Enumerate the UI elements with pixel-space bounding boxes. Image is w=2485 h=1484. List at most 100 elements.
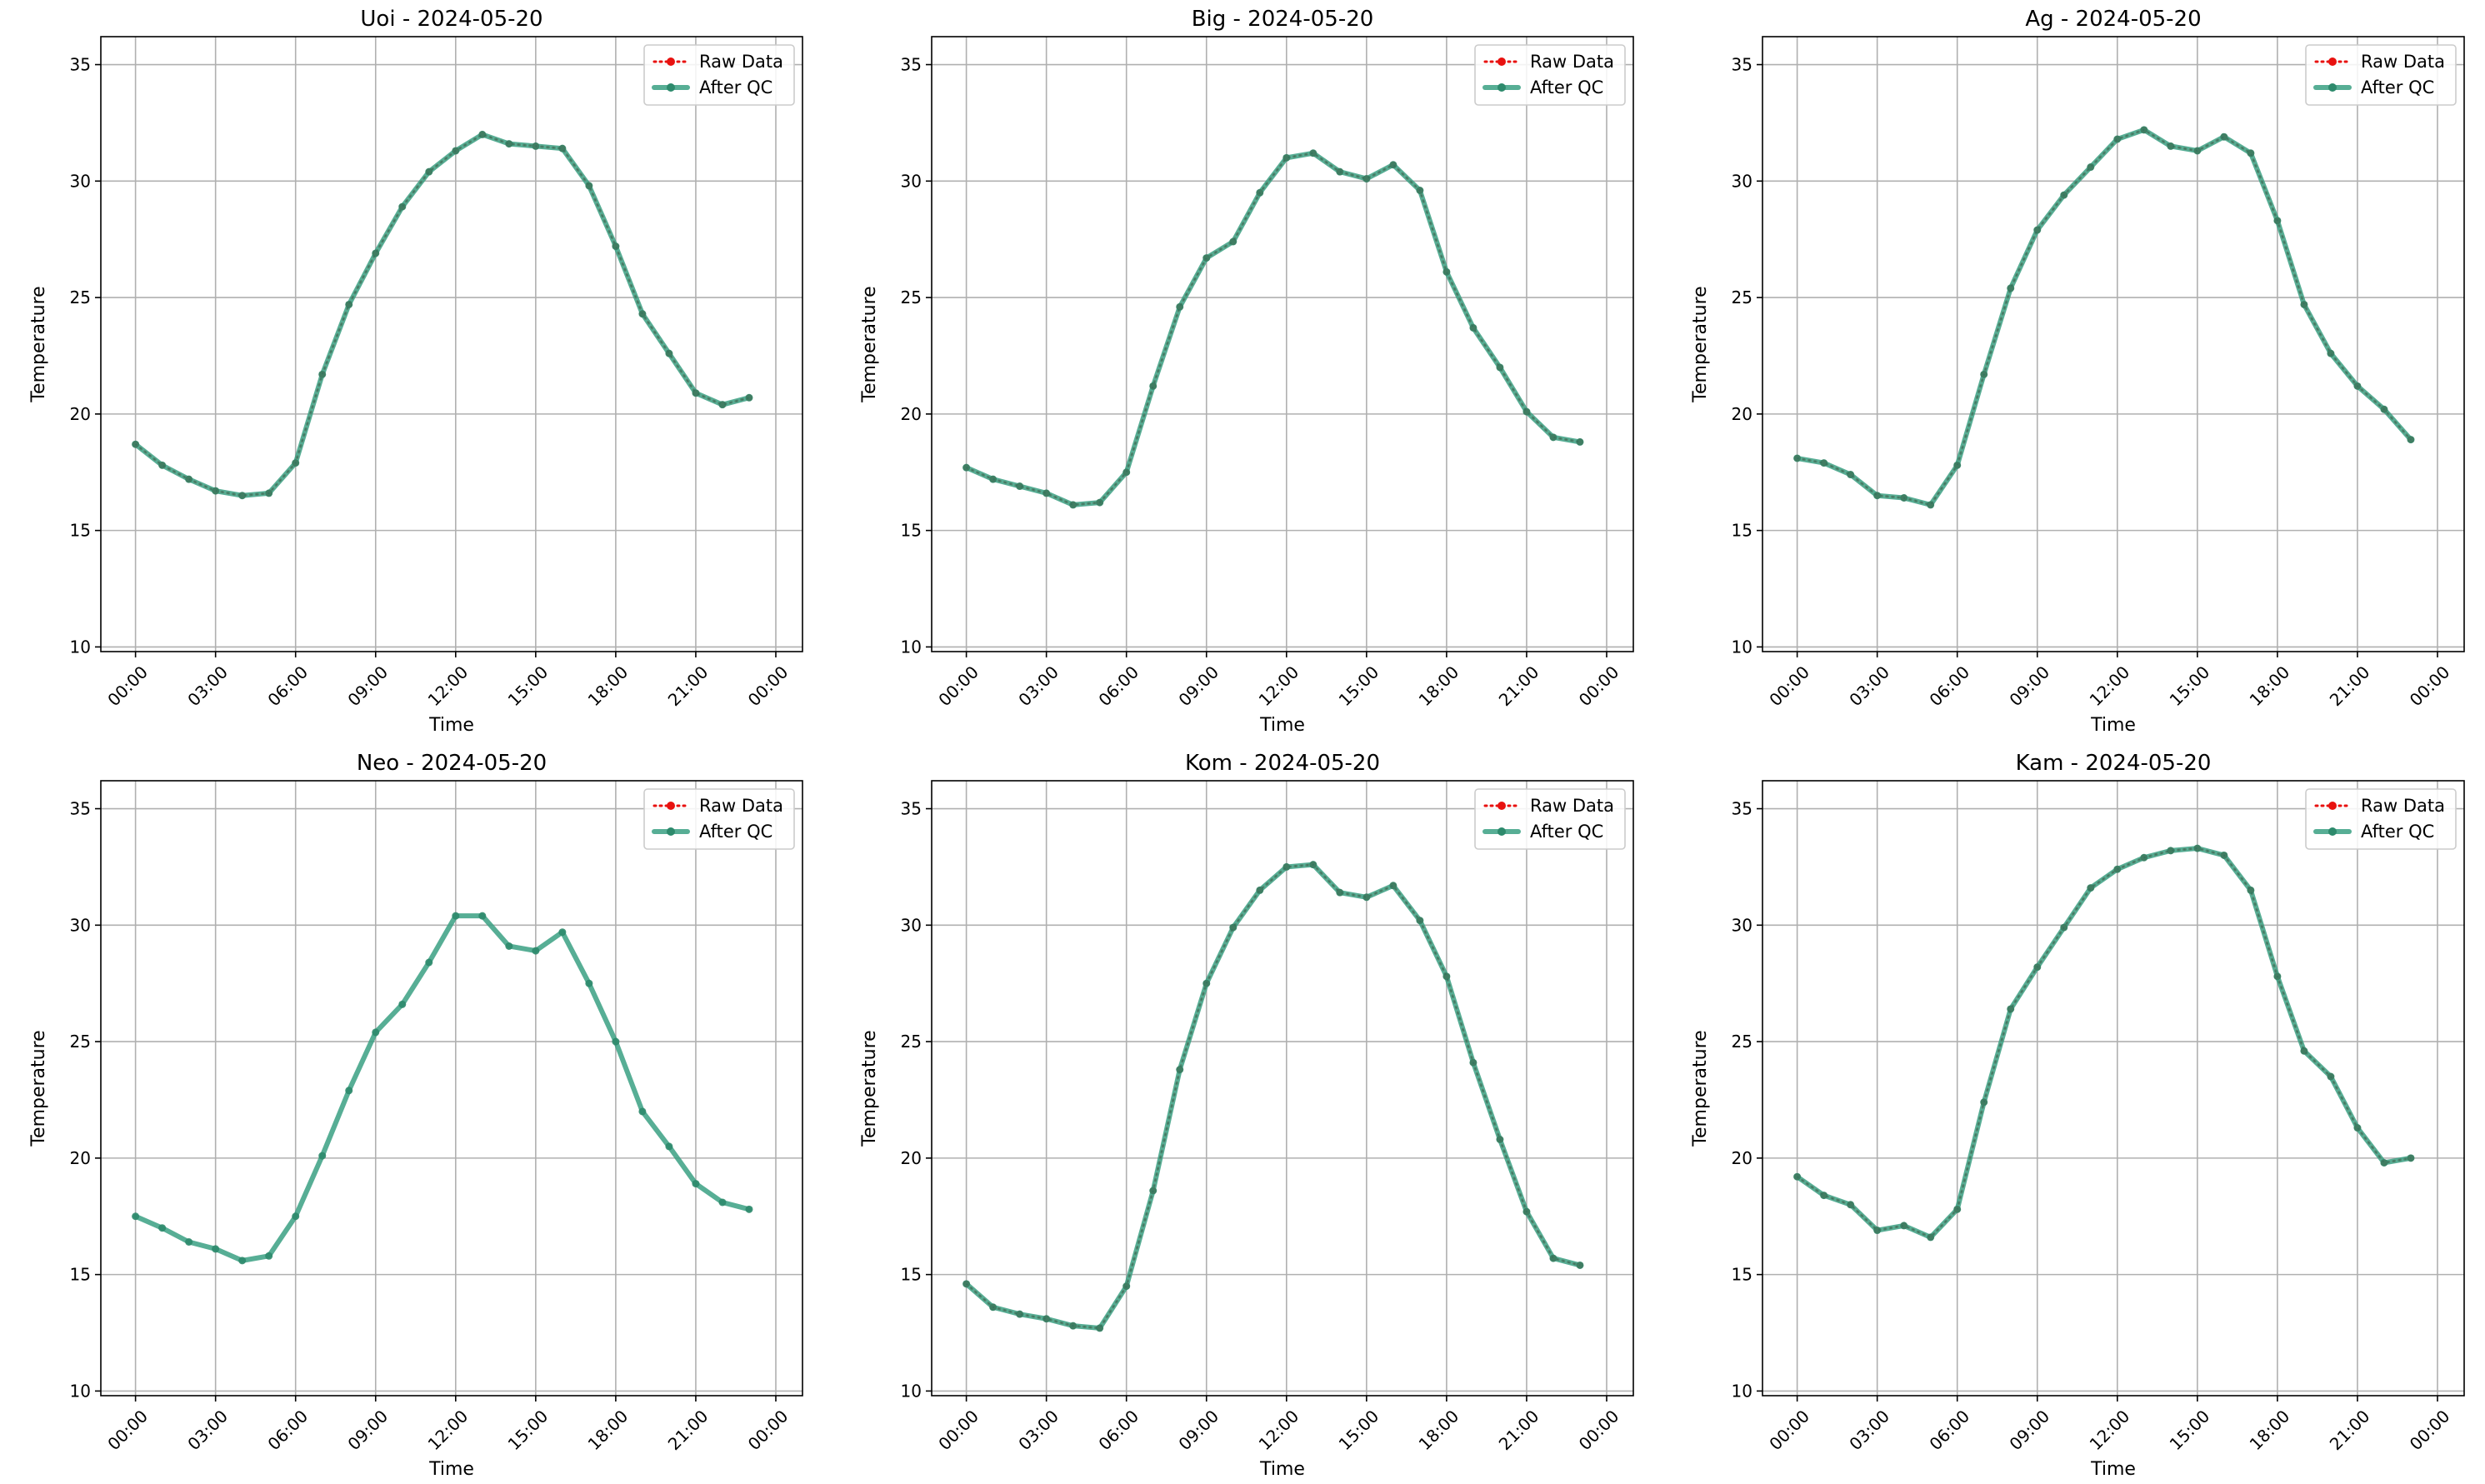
y-tick-label: 10 <box>1732 637 1752 657</box>
series-overlap-line <box>1797 847 2412 1239</box>
data-point-1 <box>265 1252 273 1260</box>
y-tick-label: 20 <box>70 1148 91 1168</box>
data-point-1 <box>1873 492 1882 500</box>
x-tick-label: 00:00 <box>934 1406 982 1454</box>
data-point-1 <box>745 393 753 402</box>
y-tick-label: 30 <box>901 915 922 935</box>
series-line-0 <box>965 152 1582 507</box>
data-point-1 <box>1442 972 1451 981</box>
data-point-1 <box>612 1037 620 1046</box>
data-point-1 <box>612 242 620 251</box>
data-point-1 <box>132 1212 140 1221</box>
data-point-1 <box>692 1180 700 1188</box>
series-line-1 <box>132 132 752 498</box>
data-point-1 <box>1389 161 1398 169</box>
data-point-1 <box>292 1212 300 1221</box>
x-tick-label: 00:00 <box>744 1406 792 1454</box>
y-axis-label: Temperature <box>28 286 49 402</box>
y-tick-label: 30 <box>70 171 91 191</box>
y-tick-label: 25 <box>901 1032 922 1052</box>
series-line-1 <box>132 913 752 1263</box>
x-tick-label: 15:00 <box>1335 1406 1383 1454</box>
series-line-0 <box>1796 128 2412 507</box>
data-point-1 <box>2327 1072 2335 1081</box>
legend-label-1: After QC <box>2361 77 2434 97</box>
data-point-1 <box>425 167 433 176</box>
legend-marker-0 <box>667 57 675 66</box>
data-point-1 <box>1873 1227 1882 1235</box>
chart-panel-4: 10 15 20 25 30 35 00:00 03:00 06:00 09:00 12:00 15:… <box>859 751 1634 1480</box>
legend-marker-0 <box>667 802 675 810</box>
data-point-1 <box>638 1107 647 1116</box>
x-tick-label: 09:00 <box>1174 662 1222 710</box>
y-tick-label: 30 <box>901 171 922 191</box>
data-point-1 <box>1042 1315 1051 1323</box>
legend-label-0: Raw Data <box>1530 796 1614 816</box>
data-point-1 <box>1016 482 1024 491</box>
data-point-1 <box>1042 489 1051 497</box>
x-tick-label: 12:00 <box>1255 1406 1303 1454</box>
x-tick-label: 12:00 <box>424 1406 472 1454</box>
data-point-1 <box>1389 882 1398 890</box>
data-point-1 <box>2167 847 2175 855</box>
series-line-1 <box>1794 846 2413 1240</box>
data-point-1 <box>212 487 220 495</box>
legend: Raw Data After QC <box>1474 44 1626 106</box>
y-tick-label: 10 <box>70 637 91 657</box>
x-tick-label: 06:00 <box>1925 662 1973 710</box>
x-tick-label: 18:00 <box>2246 662 2294 710</box>
x-tick-label: 18:00 <box>1415 662 1463 710</box>
data-point-1 <box>1122 468 1131 477</box>
data-point-1 <box>1980 1098 1988 1107</box>
series-line-1 <box>1794 127 2413 507</box>
legend-marker-1 <box>2328 83 2337 92</box>
data-point-1 <box>2220 132 2228 141</box>
data-point-1 <box>345 1087 353 1095</box>
data-point-1 <box>398 1000 407 1008</box>
data-point-1 <box>1416 917 1424 925</box>
axes-frame <box>1762 36 2465 652</box>
legend-marker-1 <box>1498 83 1506 92</box>
series-overlap-line <box>1797 128 2412 507</box>
chart-panel-1: 10 15 20 25 30 35 00:00 03:00 06:00 09:00 12:00 15:… <box>859 7 1634 736</box>
data-point-1 <box>558 928 567 937</box>
y-tick-label: 20 <box>901 404 922 424</box>
data-point-1 <box>2113 135 2122 143</box>
data-point-1 <box>185 475 193 483</box>
y-tick-label: 20 <box>1732 404 1752 424</box>
data-point-1 <box>185 1238 193 1246</box>
legend-label-0: Raw Data <box>699 52 783 72</box>
chart-panel-5: 10 15 20 25 30 35 00:00 03:00 06:00 09:00 12:00 15:… <box>1690 751 2465 1480</box>
x-tick-label: 18:00 <box>2246 1406 2294 1454</box>
x-tick-label: 12:00 <box>424 662 472 710</box>
y-tick-label: 10 <box>901 1381 922 1401</box>
x-tick-label: 06:00 <box>1094 662 1142 710</box>
data-point-1 <box>2327 349 2335 357</box>
data-point-1 <box>1442 267 1451 276</box>
data-point-1 <box>1820 459 1828 467</box>
data-point-1 <box>238 492 247 500</box>
data-point-1 <box>718 401 727 409</box>
series-overlap-line <box>135 133 750 497</box>
legend-label-0: Raw Data <box>699 796 783 816</box>
x-tick-label: 09:00 <box>2005 1406 2053 1454</box>
x-tick-label: 00:00 <box>1765 1406 1813 1454</box>
legend-marker-0 <box>2328 57 2337 66</box>
y-tick-label: 10 <box>70 1381 91 1401</box>
y-axis-label: Temperature <box>28 1030 49 1147</box>
chart-panel-3: 10 15 20 25 30 35 00:00 03:00 06:00 09:00 12:00 15:… <box>28 751 803 1480</box>
data-point-1 <box>318 1152 327 1160</box>
x-tick-label: 03:00 <box>1014 662 1062 710</box>
data-point-1 <box>585 182 593 190</box>
legend-marker-1 <box>667 827 675 836</box>
legend-label-0: Raw Data <box>2361 52 2445 72</box>
series-line-0 <box>965 863 1582 1330</box>
legend: Raw Data After QC <box>2305 44 2457 106</box>
x-tick-label: 12:00 <box>1255 662 1303 710</box>
data-point-1 <box>1549 433 1558 442</box>
x-axis-label: Time <box>1259 715 1305 736</box>
legend-marker-1 <box>667 83 675 92</box>
chart-panel-2: 10 15 20 25 30 35 00:00 03:00 06:00 09:00 12:00 15:… <box>1690 7 2465 736</box>
x-tick-label: 21:00 <box>1495 1406 1543 1454</box>
y-tick-label: 15 <box>1732 521 1752 541</box>
